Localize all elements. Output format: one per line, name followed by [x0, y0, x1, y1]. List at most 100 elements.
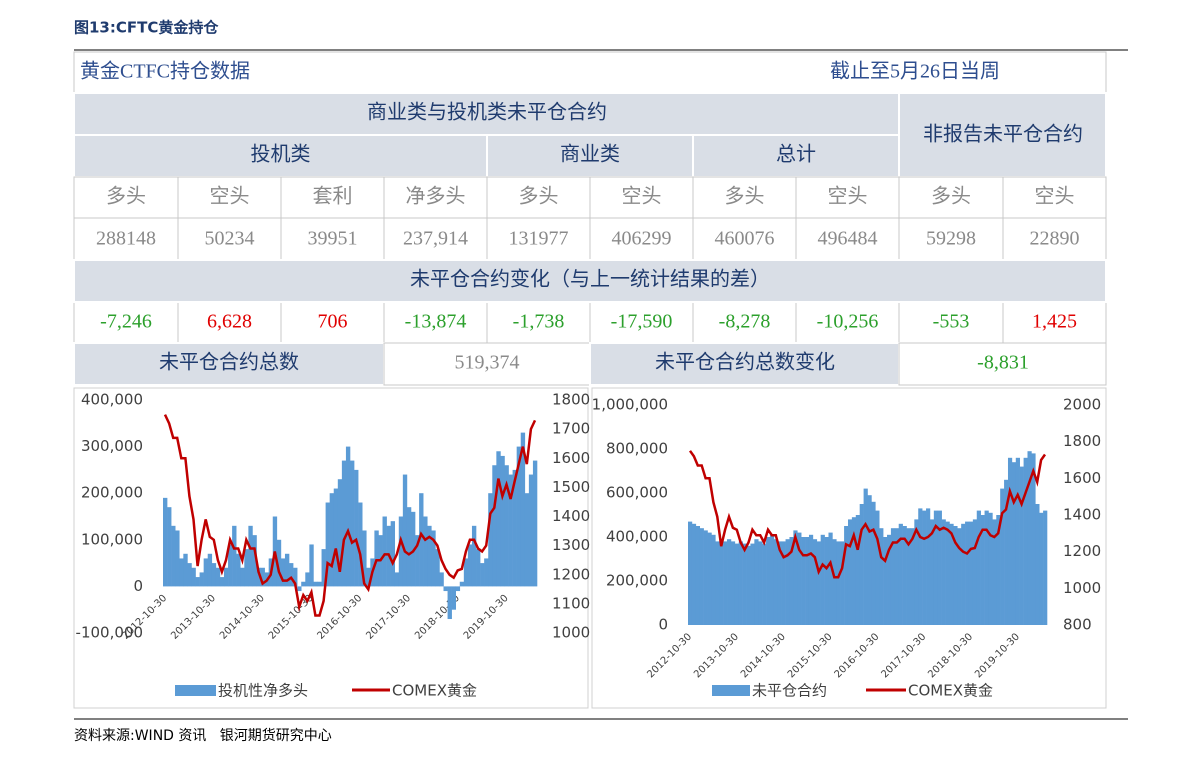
bar — [203, 558, 209, 587]
bar — [451, 586, 456, 610]
line-series — [163, 414, 537, 617]
bar — [402, 474, 408, 587]
bar — [443, 586, 448, 592]
bar — [374, 530, 379, 587]
y2-tick-label: 1100 — [552, 594, 590, 612]
y2-tick-label: 1000 — [1063, 579, 1101, 597]
table-title: 黄金CTFC持仓数据 — [80, 60, 250, 83]
bar — [691, 523, 697, 625]
table-cell — [383, 217, 488, 261]
group-header: 商业类与投机类未平仓合约 — [367, 101, 607, 124]
bar — [358, 502, 363, 587]
change-value: -8,278 — [719, 311, 771, 333]
bar — [812, 539, 818, 625]
bar — [1007, 457, 1013, 625]
bar — [723, 541, 728, 625]
bar — [366, 567, 371, 587]
y-tick-label: 200,000 — [81, 484, 143, 502]
y2-tick-label: 1500 — [552, 478, 590, 496]
bar — [922, 510, 927, 625]
y-tick-label: 0 — [658, 616, 668, 634]
position-value: 406299 — [612, 228, 672, 250]
column-header: 多头 — [519, 185, 559, 208]
y2-tick-label: 1200 — [552, 565, 590, 583]
bar — [816, 541, 821, 625]
table-cell — [589, 176, 694, 219]
table-cell — [1002, 176, 1107, 219]
bar — [984, 510, 989, 625]
bar — [183, 553, 188, 587]
y-tick-label: 1,000,000 — [592, 396, 668, 414]
bar — [419, 493, 424, 587]
bar — [223, 567, 229, 587]
table-cell — [280, 301, 385, 344]
table-cell — [589, 217, 694, 261]
bar — [423, 516, 428, 587]
bar — [1027, 451, 1032, 625]
bar — [398, 516, 404, 587]
y2-tick-label: 1400 — [552, 507, 590, 525]
bar — [890, 528, 896, 625]
table-cell — [73, 134, 488, 178]
y-tick-label: 200,000 — [606, 572, 668, 590]
bar — [455, 586, 461, 592]
bar — [394, 572, 400, 587]
table-cell — [73, 176, 179, 219]
bar — [248, 525, 253, 587]
table-cell — [383, 176, 488, 219]
bar — [500, 455, 505, 587]
bar — [844, 526, 849, 625]
bar — [337, 479, 343, 587]
position-value: 39951 — [308, 228, 358, 250]
total-label: 未平仓合约总数 — [159, 351, 299, 374]
bar — [167, 507, 172, 587]
column-header: 空头 — [828, 185, 868, 208]
bar — [777, 541, 782, 625]
column-header: 空头 — [210, 185, 250, 208]
bar — [711, 534, 716, 625]
y2-tick-label: 1000 — [552, 624, 590, 642]
bar — [820, 534, 825, 625]
change-header: 未平仓合约变化（与上一统计结果的差） — [410, 268, 770, 291]
y2-tick-label: 1800 — [552, 391, 590, 409]
bar — [1043, 510, 1048, 625]
bar — [929, 519, 935, 625]
bar — [191, 567, 196, 587]
table-cell — [383, 301, 488, 344]
bar — [195, 577, 200, 587]
legend-label: 未平仓合约 — [752, 682, 827, 700]
bar — [467, 544, 473, 587]
column-header: 多头 — [106, 185, 146, 208]
bar — [867, 495, 872, 625]
y2-tick-label: 800 — [1063, 616, 1092, 634]
change-value: 706 — [318, 311, 348, 333]
group-header: 非报告未平仓合约 — [923, 123, 1083, 146]
bar — [488, 493, 493, 587]
legend-label: 投机性净多头 — [218, 682, 308, 700]
bar — [847, 519, 853, 625]
bar — [260, 567, 265, 587]
table-cell — [383, 342, 591, 386]
bar — [898, 523, 903, 625]
bar — [976, 510, 981, 625]
bar — [719, 543, 724, 625]
table-date: 截止至5月26日当周 — [830, 60, 1000, 83]
table-cell — [486, 217, 591, 261]
position-value: 50234 — [205, 228, 255, 250]
change-value: -7,246 — [100, 311, 152, 333]
y-tick-label: 800,000 — [606, 440, 668, 458]
bar — [244, 549, 249, 587]
bar — [805, 537, 810, 625]
bar — [750, 543, 755, 625]
position-value: 460076 — [715, 228, 775, 250]
bar — [972, 519, 978, 625]
bar — [968, 521, 974, 625]
y-tick-label: 100,000 — [81, 530, 143, 548]
bar — [1031, 453, 1036, 625]
bar — [828, 532, 833, 625]
table-cell — [1002, 217, 1107, 261]
bar — [933, 510, 939, 625]
sub-group-header: 投机类 — [251, 143, 311, 166]
y2-tick-label: 1600 — [552, 449, 590, 467]
